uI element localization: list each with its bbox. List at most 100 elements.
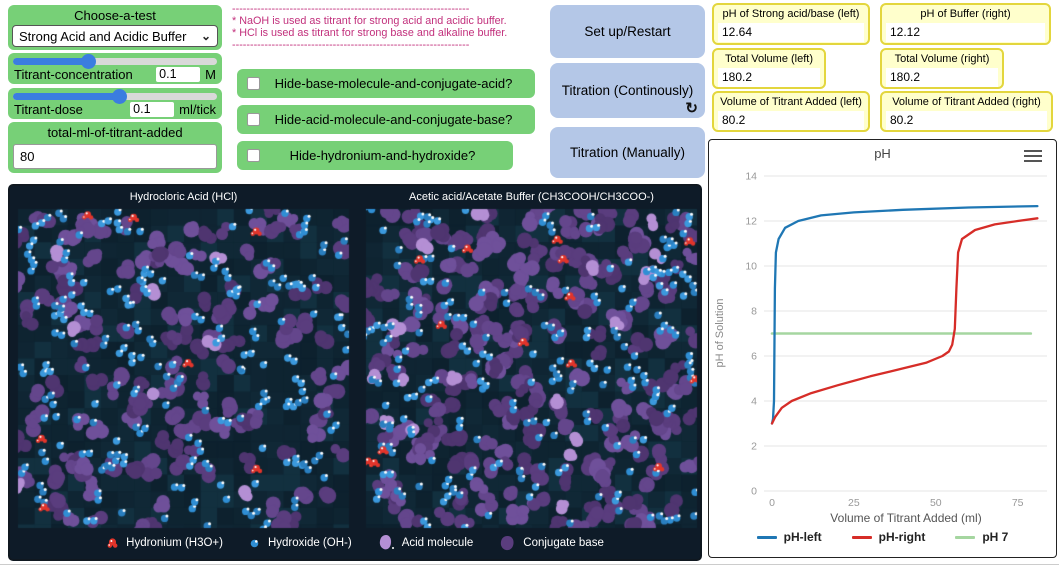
svg-text:2: 2 — [751, 441, 757, 453]
monitor-value: 80.2 — [718, 111, 864, 130]
monitor-ph-left: pH of Strong acid/base (left) 12.64 — [712, 3, 870, 45]
checkbox-hide-acid-molecule[interactable]: Hide-acid-molecule-and-conjugate-base? — [237, 105, 535, 134]
ph-right-swatch — [851, 535, 872, 539]
titrant-notes: ----------------------------------------… — [232, 3, 550, 51]
svg-text:8: 8 — [751, 306, 757, 318]
svg-text:0: 0 — [769, 497, 775, 509]
chart-legend: pH-left pH-right pH 7 — [709, 530, 1056, 544]
slider-fill — [13, 58, 89, 65]
titration-continuous-button[interactable]: Titration (Continously) ↻ — [550, 63, 705, 118]
simulation-canvas — [10, 186, 700, 559]
legend-item-ph-left: pH-left — [756, 530, 822, 544]
monitor-titrant-added-left: Volume of Titrant Added (left) 80.2 — [712, 91, 870, 132]
legend-item-ph7: pH 7 — [955, 530, 1008, 544]
simulation-legend: Hydronium (H3O+) Hydroxide (OH-) Acid mo… — [10, 534, 700, 552]
ph-left-swatch — [756, 535, 777, 539]
monitor-total-volume-left: Total Volume (left) 180.2 — [712, 48, 826, 89]
checkbox-icon[interactable] — [247, 77, 260, 90]
right-panel-title: Acetic acid/Acetate Buffer (CH3COOH/CH3C… — [409, 191, 654, 203]
legend-label: pH-left — [783, 530, 822, 544]
slider-thumb[interactable] — [112, 89, 128, 104]
notes-line-2: * HCl is used as titrant for strong base… — [232, 27, 508, 39]
chart-plot-area: 0 2 4 6 8 10 12 14 0 25 50 75 Volume of Titrant Adde… — [709, 162, 1056, 534]
svg-text:25: 25 — [848, 497, 860, 509]
monitor-label: Volume of Titrant Added (right) — [892, 96, 1041, 108]
input-title: total-ml-of-titrant-added — [47, 125, 183, 140]
hydroxide-icon — [250, 539, 259, 548]
total-ml-input-widget: total-ml-of-titrant-added — [8, 122, 222, 173]
svg-text:12: 12 — [745, 216, 757, 228]
test-chooser-select[interactable]: Strong Acid and Acidic Buffer ⌄ — [12, 25, 218, 47]
legend-item-hydroxide: Hydroxide (OH-) — [249, 537, 352, 549]
checkbox-icon[interactable] — [247, 149, 260, 162]
svg-text:Volume of Titrant Added (ml): Volume of Titrant Added (ml) — [830, 511, 981, 525]
setup-restart-button[interactable]: Set up/Restart — [550, 5, 705, 58]
monitor-titrant-added-right: Volume of Titrant Added (right) 80.2 — [880, 91, 1053, 132]
slider-value[interactable]: 0.1 — [130, 102, 175, 117]
monitor-value: 180.2 — [886, 68, 998, 87]
notes-dash-line: ----------------------------------------… — [232, 3, 470, 15]
legend-label: pH-right — [878, 530, 926, 544]
checkbox-hide-base-molecule[interactable]: Hide-base-molecule-and-conjugate-acid? — [237, 69, 535, 98]
checkbox-label: Hide-hydronium-and-hydroxide? — [289, 148, 476, 163]
slider-track[interactable] — [13, 89, 217, 104]
slider-value[interactable]: 0.1 — [156, 67, 201, 82]
test-chooser-widget: Choose-a-test Strong Acid and Acidic Buf… — [8, 5, 222, 50]
chart-title: pH — [874, 146, 891, 161]
chooser-selected-value: Strong Acid and Acidic Buffer — [19, 28, 187, 44]
conjugate-base-icon — [501, 535, 514, 550]
left-panel-title: Hydrocloric Acid (HCl) — [129, 191, 238, 203]
monitor-value: 12.64 — [718, 23, 864, 42]
monitor-total-volume-right: Total Volume (right) 180.2 — [880, 48, 1004, 89]
button-label: Set up/Restart — [584, 24, 671, 39]
monitor-value: 80.2 — [886, 111, 1047, 130]
slider-fill — [13, 93, 120, 100]
monitor-label: Total Volume (right) — [894, 53, 990, 65]
slider-label: Titrant-concentration — [14, 67, 133, 82]
legend-item-ph-right: pH-right — [851, 530, 926, 544]
notes-dash-line: ----------------------------------------… — [232, 39, 470, 51]
legend-item-hydronium: Hydronium (H3O+) — [106, 537, 223, 550]
simulation-view: Hydrocloric Acid (HCl) Acetic acid/Aceta… — [8, 184, 702, 561]
monitor-label: Total Volume (left) — [724, 53, 814, 65]
monitor-label: pH of Buffer (right) — [920, 8, 1011, 20]
forever-refresh-icon: ↻ — [685, 100, 698, 117]
titrant-dose-slider-widget: Titrant-dose 0.1 ml/tick — [8, 88, 222, 119]
slider-unit: M — [205, 67, 216, 82]
checkbox-label: Hide-base-molecule-and-conjugate-acid? — [274, 76, 513, 91]
slider-unit: ml/tick — [179, 102, 216, 117]
svg-text:pH of Solution: pH of Solution — [714, 298, 726, 367]
legend-label: Acid molecule — [401, 537, 474, 549]
legend-label: pH 7 — [982, 530, 1009, 544]
hydronium-icon — [107, 537, 118, 548]
monitor-value: 180.2 — [718, 68, 820, 87]
total-ml-input[interactable] — [13, 144, 217, 169]
chooser-title: Choose-a-test — [74, 8, 156, 23]
monitor-label: Volume of Titrant Added (left) — [720, 96, 862, 108]
svg-text:10: 10 — [745, 261, 757, 273]
checkbox-hide-hydronium-hydroxide[interactable]: Hide-hydronium-and-hydroxide? — [237, 141, 513, 170]
svg-text:50: 50 — [930, 497, 942, 509]
monitor-label: pH of Strong acid/base (left) — [722, 8, 860, 20]
legend-item-acid-molecule: Acid molecule — [378, 534, 474, 552]
ph7-swatch — [955, 535, 976, 539]
svg-text:6: 6 — [751, 351, 757, 363]
svg-text:14: 14 — [745, 171, 757, 183]
button-label: Titration (Continously) — [561, 83, 694, 98]
chevron-down-icon: ⌄ — [200, 29, 211, 43]
slider-track[interactable] — [13, 54, 217, 69]
titration-manual-button[interactable]: Titration (Manually) — [550, 127, 705, 178]
checkbox-icon[interactable] — [247, 113, 260, 126]
svg-text:75: 75 — [1012, 497, 1024, 509]
legend-label: Hydroxide (OH-) — [267, 537, 352, 549]
monitor-ph-right: pH of Buffer (right) 12.12 — [880, 3, 1051, 45]
ph-plot-panel: pH 0 2 4 6 8 10 12 14 0 25 50 75 Volume of Titrant A… — [708, 139, 1057, 558]
slider-thumb[interactable] — [81, 54, 97, 69]
checkbox-label: Hide-acid-molecule-and-conjugate-base? — [274, 112, 513, 127]
chart-menu-icon[interactable] — [1024, 150, 1042, 162]
svg-text:0: 0 — [751, 486, 757, 498]
notes-line-1: * NaOH is used as titrant for strong aci… — [232, 15, 507, 27]
legend-label: Hydronium (H3O+) — [126, 537, 223, 549]
acid-molecule-icon — [379, 535, 394, 550]
